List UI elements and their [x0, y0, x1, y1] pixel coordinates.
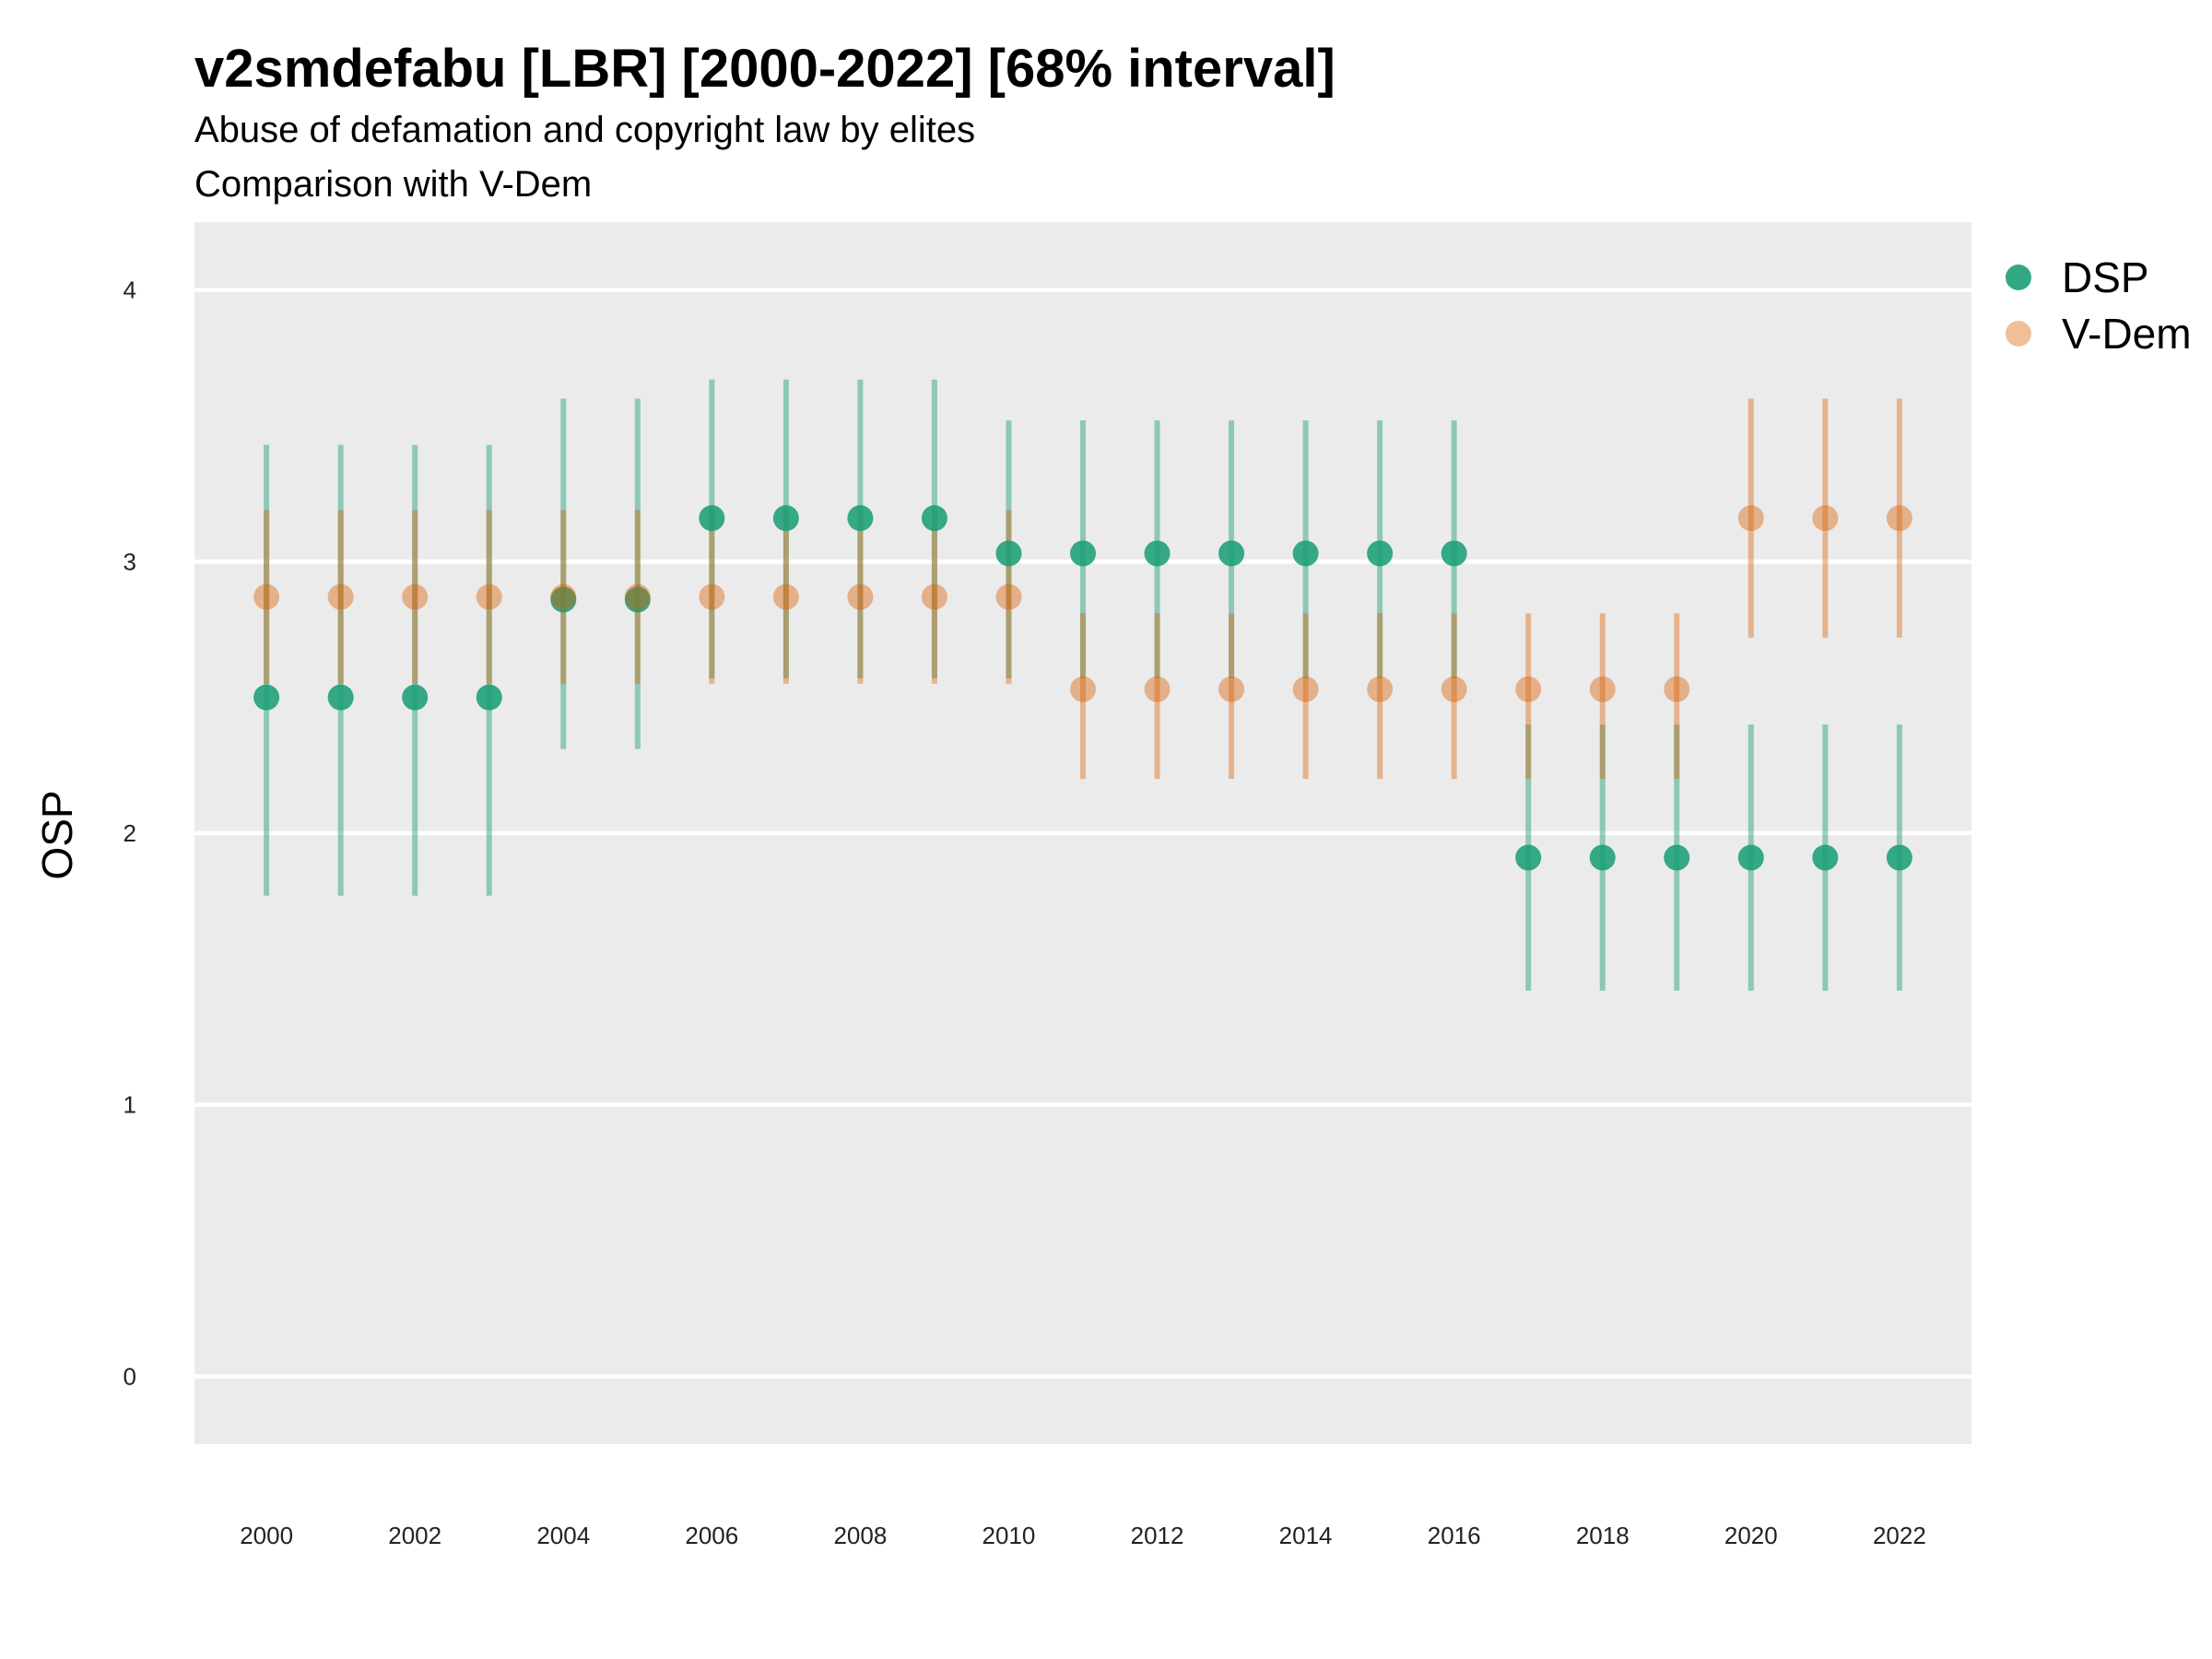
legend-label-vdem: V-Dem	[2062, 310, 2192, 358]
point-vdem-2017	[1515, 676, 1542, 702]
point-vdem-2002	[402, 583, 429, 610]
point-vdem-2005	[624, 583, 651, 610]
point-vdem-2013	[1218, 676, 1245, 702]
point-vdem-2020	[1737, 505, 1764, 532]
point-vdem-2016	[1441, 676, 1467, 702]
point-dsp-2005	[624, 586, 651, 613]
x-tick-label-2006: 2006	[685, 1522, 738, 1549]
point-dsp-2009	[921, 505, 947, 532]
point-dsp-2013	[1218, 540, 1245, 567]
point-dsp-2017	[1515, 844, 1542, 871]
point-vdem-2009	[921, 583, 947, 610]
chart-title: v2smdefabu [LBR] [2000-2022] [68% interv…	[194, 39, 1335, 99]
point-vdem-2010	[995, 583, 1022, 610]
point-vdem-2014	[1292, 676, 1319, 702]
x-tick-label-2014: 2014	[1279, 1522, 1333, 1549]
x-tick-label-2010: 2010	[982, 1522, 1036, 1549]
point-dsp-2016	[1441, 540, 1467, 567]
x-tick-label-2012: 2012	[1131, 1522, 1184, 1549]
y-tick-label-0: 0	[124, 1362, 136, 1390]
y-tick-label-4: 4	[124, 276, 136, 304]
point-dsp-2004	[550, 586, 577, 613]
y-axis-title: OSP	[33, 790, 81, 879]
x-axis-ticks: 2000 2002 2004 2006 2008 2010 2012 2014 2016 2018…	[240, 1522, 1926, 1549]
point-dsp-2003	[476, 684, 502, 711]
point-dsp-2002	[402, 684, 429, 711]
x-tick-label-2002: 2002	[388, 1522, 441, 1549]
data-marks	[253, 379, 1912, 991]
point-vdem-2015	[1367, 676, 1394, 702]
point-vdem-2004	[550, 583, 577, 610]
y-axis-ticks: 0 1 2 3 4	[124, 276, 136, 1391]
point-vdem-2003	[476, 583, 502, 610]
point-vdem-2012	[1144, 676, 1171, 702]
point-vdem-2001	[327, 583, 354, 610]
point-dsp-2001	[327, 684, 354, 711]
chart-subtitle-line-1: Abuse of defamation and copyright law by…	[194, 110, 975, 150]
legend-key-vdem	[2006, 321, 2031, 347]
point-vdem-2007	[772, 583, 799, 610]
y-tick-label-2: 2	[124, 819, 136, 847]
chart-subtitle-line-2: Comparison with V-Dem	[194, 164, 592, 205]
point-vdem-2006	[699, 583, 725, 610]
legend-label-dsp: DSP	[2062, 253, 2149, 301]
point-dsp-2007	[772, 505, 799, 532]
point-vdem-2000	[253, 583, 280, 610]
x-tick-label-2004: 2004	[536, 1522, 590, 1549]
point-vdem-2021	[1812, 505, 1839, 532]
point-vdem-2019	[1664, 676, 1690, 702]
point-dsp-2008	[847, 505, 874, 532]
point-vdem-2011	[1070, 676, 1096, 702]
x-tick-label-2018: 2018	[1576, 1522, 1630, 1549]
point-dsp-2010	[995, 540, 1022, 567]
point-vdem-2018	[1589, 676, 1616, 702]
x-tick-label-2008: 2008	[833, 1522, 887, 1549]
point-dsp-2021	[1812, 844, 1839, 871]
point-dsp-2019	[1664, 844, 1690, 871]
point-vdem-2022	[1886, 505, 1912, 532]
point-dsp-2012	[1144, 540, 1171, 567]
x-tick-label-2020: 2020	[1724, 1522, 1778, 1549]
legend: DSP V-Dem	[2006, 253, 2192, 358]
point-dsp-2020	[1737, 844, 1764, 871]
point-dsp-2015	[1367, 540, 1394, 567]
x-tick-label-2016: 2016	[1428, 1522, 1481, 1549]
legend-key-dsp	[2006, 265, 2031, 290]
y-tick-label-3: 3	[124, 547, 136, 575]
point-dsp-2014	[1292, 540, 1319, 567]
point-vdem-2008	[847, 583, 874, 610]
point-dsp-2011	[1070, 540, 1096, 567]
x-tick-label-2000: 2000	[240, 1522, 293, 1549]
point-dsp-2022	[1886, 844, 1912, 871]
x-tick-label-2022: 2022	[1873, 1522, 1926, 1549]
point-dsp-2000	[253, 684, 280, 711]
point-dsp-2006	[699, 505, 725, 532]
y-tick-label-1: 1	[124, 1091, 136, 1119]
point-dsp-2018	[1589, 844, 1616, 871]
